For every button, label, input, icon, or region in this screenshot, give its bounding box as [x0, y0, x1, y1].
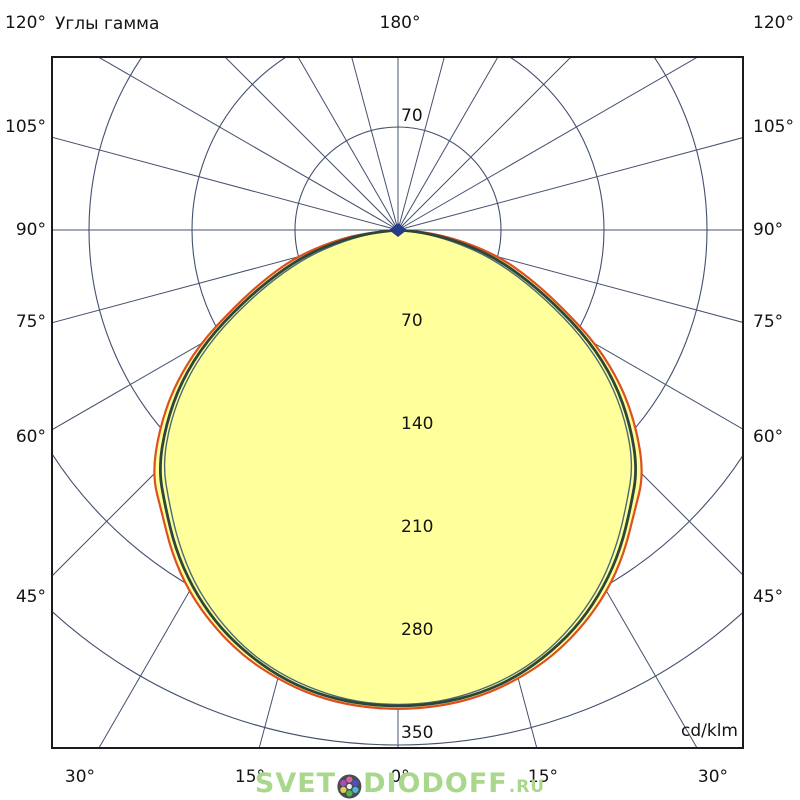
angle-label-120-right: 120°: [753, 13, 794, 33]
angle-label-180: 180°: [379, 13, 421, 33]
angle-label-30-bottom-left: 30°: [64, 767, 96, 787]
angle-label-60-right: 60°: [753, 427, 784, 447]
angle-label-15-bottom-left: 15°: [234, 767, 266, 787]
curve-inner-blue: [163, 229, 633, 706]
angle-label-45-right: 45°: [753, 587, 784, 607]
plot-border: [51, 56, 744, 749]
ring-label: 280: [401, 620, 433, 640]
ring-label: 210: [401, 517, 433, 537]
angle-label-15-bottom-right: 15°: [527, 767, 559, 787]
angle-label-60-left: 60°: [15, 427, 46, 447]
ring-labels: 70 140 210 280 350 70: [401, 106, 433, 743]
watermark-text-2: DIODOFF: [363, 768, 508, 799]
ring-label: 350: [401, 723, 433, 743]
angle-label-105-left: 105°: [5, 117, 46, 137]
angle-label-0-bottom: 0°: [390, 767, 410, 787]
chart-title: Углы гамма: [55, 14, 160, 34]
angle-label-75-left: 75°: [15, 312, 46, 332]
center-marker: [389, 223, 407, 237]
curve-dark: [159, 228, 637, 708]
watermark-text-1: SVET: [254, 768, 337, 799]
angle-label-90-left: 90°: [15, 220, 46, 240]
unit-label: cd/klm: [681, 721, 738, 741]
ring-label-top: 70: [401, 106, 423, 126]
angle-label-105-right: 105°: [753, 117, 794, 137]
watermark-suffix: .RU: [508, 777, 546, 797]
angle-label-90-right: 90°: [753, 220, 784, 240]
ring-label: 70: [401, 311, 423, 331]
angle-label-120-left: 120°: [5, 13, 46, 33]
watermark: SVET DIODOFF .RU: [255, 770, 545, 798]
ring-label: 140: [401, 414, 433, 434]
angle-label-45-left: 45°: [15, 587, 46, 607]
beam-fill-curve-red: [153, 228, 643, 710]
color-dots-logo-icon: [337, 774, 362, 798]
angle-label-75-right: 75°: [753, 312, 784, 332]
angle-label-30-bottom-right: 30°: [697, 767, 729, 787]
